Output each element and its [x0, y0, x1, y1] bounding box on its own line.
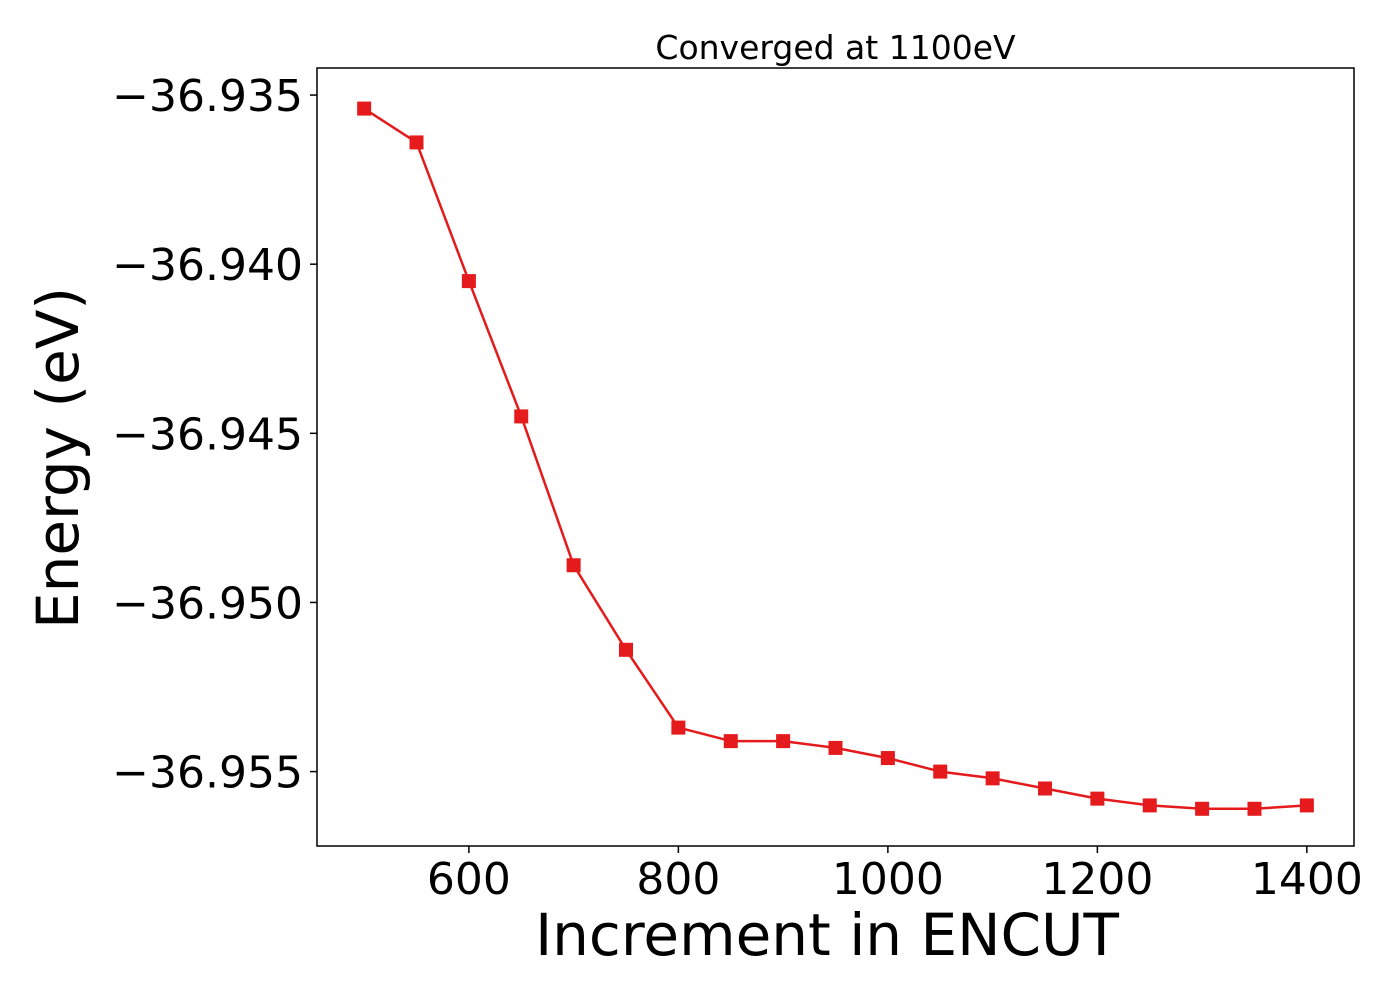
- y-axis-ticks: −36.935 −36.940 −36.945 −36.950 −36.955: [112, 71, 317, 799]
- data-point: [671, 720, 686, 735]
- data-point: [1247, 801, 1262, 816]
- data-point: [461, 274, 476, 289]
- data-point: [723, 734, 738, 749]
- x-tick-label: 600: [427, 854, 511, 905]
- series-layer: [357, 101, 1314, 816]
- x-tick-label: 1000: [832, 854, 944, 905]
- data-point: [357, 101, 372, 116]
- data-point: [1299, 798, 1314, 813]
- data-point: [776, 734, 791, 749]
- y-axis-title: Energy (eV): [24, 287, 92, 629]
- plot-frame: [316, 67, 1355, 847]
- data-point: [985, 771, 1000, 786]
- data-point: [566, 558, 581, 573]
- y-tick-label: −36.935: [112, 71, 303, 122]
- data-point: [1037, 781, 1052, 796]
- x-tick-label: 1400: [1251, 854, 1363, 905]
- data-point: [1090, 791, 1105, 806]
- y-tick-label: −36.940: [112, 240, 303, 291]
- x-axis-title: Increment in ENCUT: [535, 901, 1119, 969]
- x-tick-label: 1200: [1041, 854, 1153, 905]
- data-point: [933, 764, 948, 779]
- data-point: [514, 409, 529, 424]
- data-point: [409, 135, 424, 150]
- data-point: [1142, 798, 1157, 813]
- y-tick-label: −36.950: [112, 578, 303, 629]
- chart-title: Converged at 1100eV: [655, 28, 1016, 67]
- x-tick-label: 800: [636, 854, 720, 905]
- data-point: [880, 751, 895, 766]
- data-point: [828, 740, 843, 755]
- x-axis-ticks: 600 800 1000 1200 1400: [427, 846, 1363, 905]
- data-point: [619, 642, 634, 657]
- y-tick-label: −36.945: [112, 409, 303, 460]
- plot-area: [317, 68, 1354, 846]
- y-tick-label: −36.955: [112, 748, 303, 799]
- data-point: [1195, 801, 1210, 816]
